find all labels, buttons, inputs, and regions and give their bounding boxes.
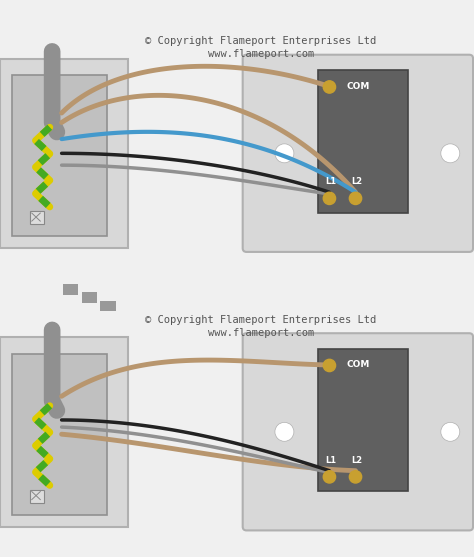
- Circle shape: [323, 471, 336, 483]
- Text: © Copyright Flameport Enterprises Ltd: © Copyright Flameport Enterprises Ltd: [145, 315, 376, 325]
- FancyBboxPatch shape: [12, 75, 107, 236]
- FancyBboxPatch shape: [30, 490, 44, 503]
- FancyBboxPatch shape: [318, 349, 408, 491]
- FancyBboxPatch shape: [243, 55, 473, 252]
- Text: L2: L2: [351, 456, 362, 465]
- Circle shape: [441, 422, 460, 441]
- Text: www.flameport.com: www.flameport.com: [208, 49, 314, 59]
- Circle shape: [323, 81, 336, 93]
- Circle shape: [349, 192, 362, 204]
- Circle shape: [323, 192, 336, 204]
- Text: L1: L1: [325, 177, 336, 186]
- Text: © Copyright Flameport Enterprises Ltd: © Copyright Flameport Enterprises Ltd: [145, 36, 376, 46]
- Circle shape: [441, 144, 460, 163]
- FancyBboxPatch shape: [243, 333, 473, 530]
- FancyBboxPatch shape: [82, 292, 97, 303]
- FancyBboxPatch shape: [63, 284, 78, 295]
- Circle shape: [323, 359, 336, 372]
- Circle shape: [275, 422, 294, 441]
- Text: L1: L1: [325, 456, 336, 465]
- Text: www.flameport.com: www.flameport.com: [208, 328, 314, 338]
- Text: L2: L2: [351, 177, 362, 186]
- FancyBboxPatch shape: [0, 337, 128, 526]
- Circle shape: [349, 471, 362, 483]
- Circle shape: [275, 144, 294, 163]
- Text: COM: COM: [346, 360, 370, 369]
- Text: COM: COM: [346, 81, 370, 91]
- FancyBboxPatch shape: [318, 70, 408, 213]
- FancyBboxPatch shape: [30, 211, 44, 224]
- FancyBboxPatch shape: [12, 354, 107, 515]
- FancyBboxPatch shape: [0, 58, 128, 248]
- FancyBboxPatch shape: [100, 301, 116, 311]
